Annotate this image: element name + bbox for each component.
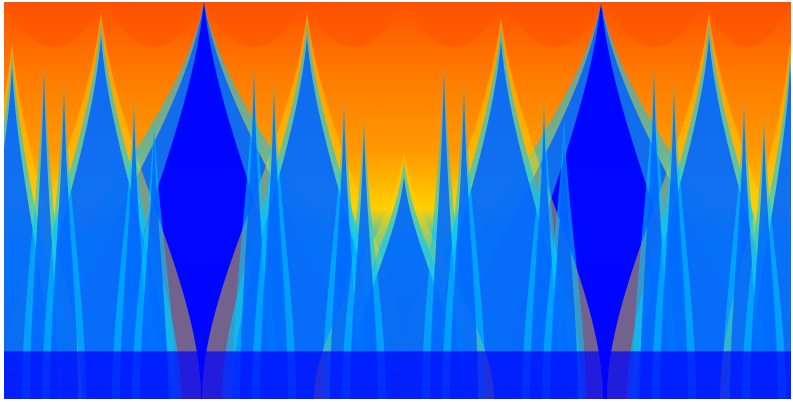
fringe-blade (550, 128, 578, 399)
blade-group (4, 2, 791, 399)
top-scallop (104, 2, 204, 47)
fractal-image (4, 2, 791, 399)
fringe-blade (260, 92, 288, 399)
top-scallop (704, 2, 791, 47)
fringe-blade (350, 128, 378, 399)
fringe-blade (750, 128, 778, 399)
top-scallop (604, 2, 704, 47)
fringe-blade (450, 92, 478, 399)
fringe-blade (660, 92, 688, 399)
top-scallop (404, 2, 504, 47)
fringe-blade (140, 128, 168, 399)
top-scallop (204, 2, 304, 47)
top-scallop (304, 2, 404, 47)
base-band (4, 351, 791, 399)
top-scallop (4, 2, 104, 47)
fringe-blade (50, 92, 78, 399)
top-scallop (504, 2, 604, 47)
